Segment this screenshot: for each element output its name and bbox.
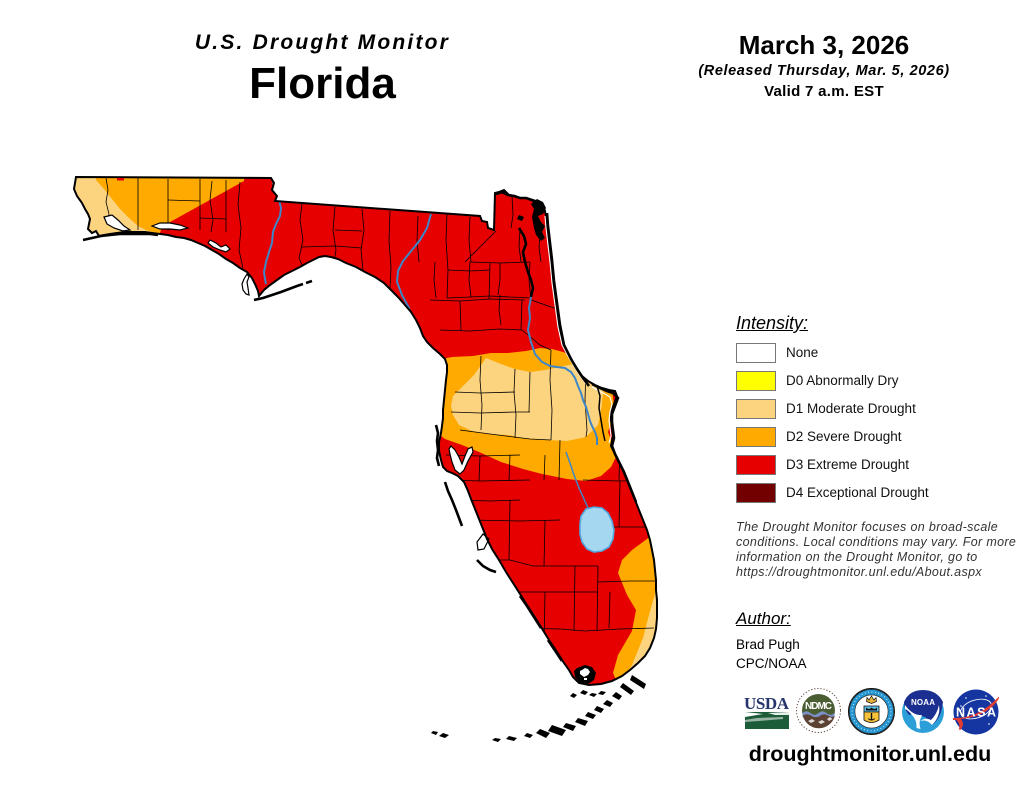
svg-text:NDMC: NDMC <box>805 701 832 712</box>
svg-text:USDA: USDA <box>744 695 790 713</box>
svg-text:NOAA: NOAA <box>911 698 935 707</box>
